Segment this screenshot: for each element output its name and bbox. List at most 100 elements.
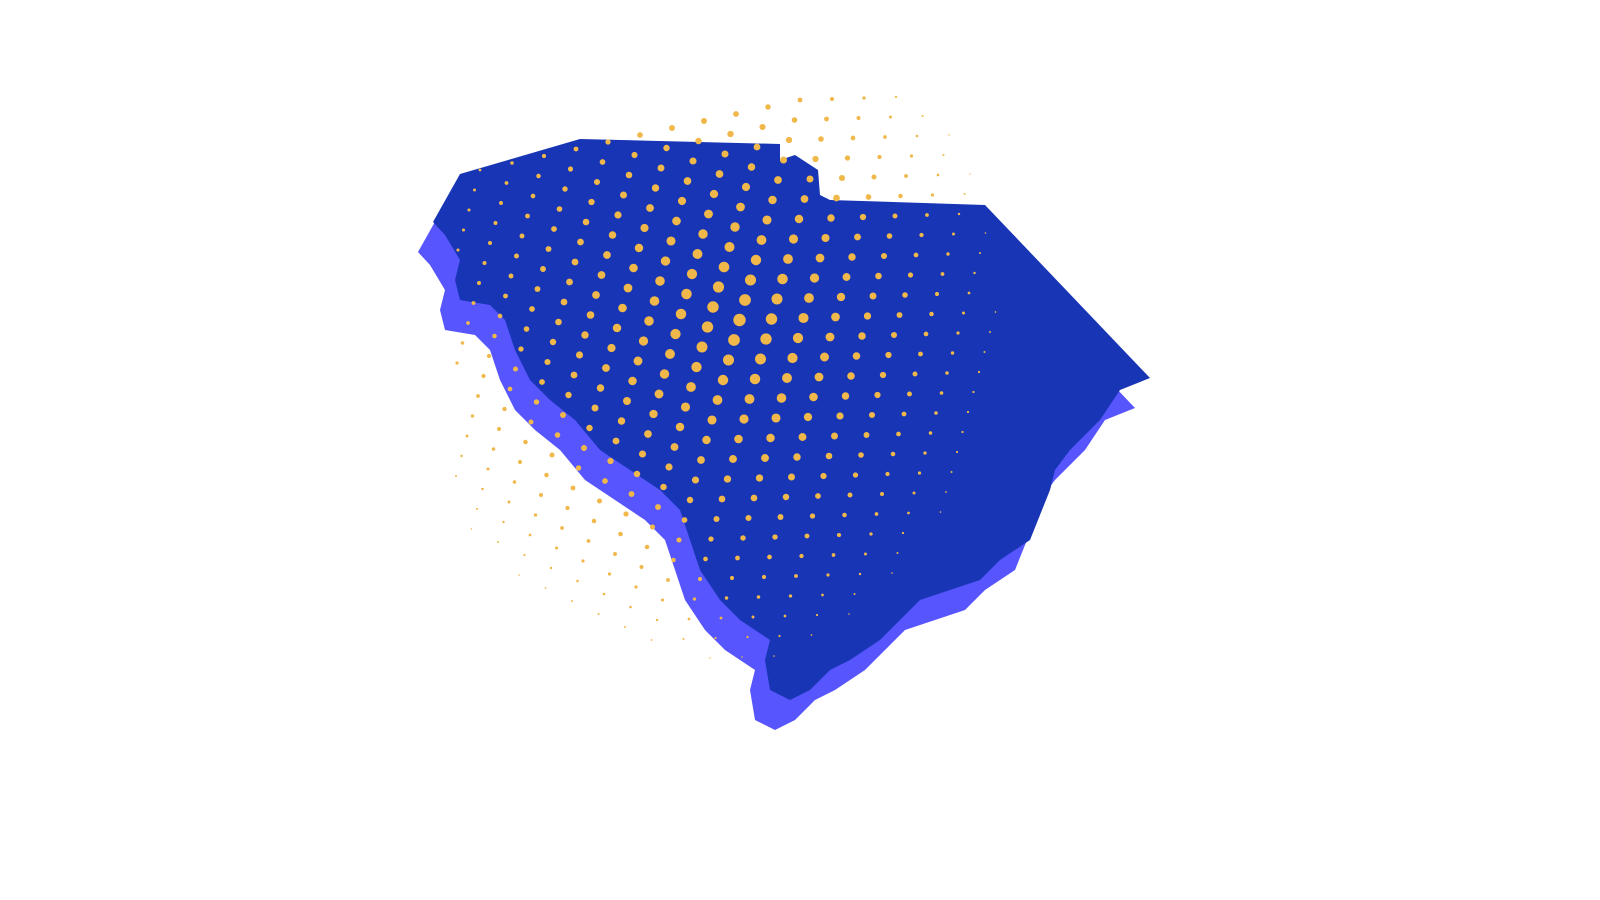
dot	[660, 256, 671, 266]
dot	[885, 351, 892, 359]
dot	[847, 372, 855, 380]
dot	[628, 376, 637, 386]
dot	[712, 281, 725, 293]
dot	[871, 174, 877, 180]
dot	[904, 174, 908, 178]
dot	[554, 546, 559, 550]
dot	[948, 134, 950, 136]
dot	[644, 430, 652, 438]
dot	[671, 557, 676, 563]
dot	[744, 394, 755, 404]
dot	[815, 253, 825, 263]
dot	[804, 533, 810, 539]
dot	[512, 366, 519, 372]
dot	[963, 193, 966, 195]
dot	[831, 432, 838, 440]
dot	[930, 193, 935, 197]
dot	[825, 452, 833, 460]
dot	[659, 369, 670, 379]
dot	[877, 154, 882, 160]
dot	[707, 301, 719, 313]
dot	[994, 311, 997, 313]
dot	[961, 311, 966, 315]
dot	[798, 433, 807, 441]
dot	[836, 412, 844, 420]
dot	[783, 614, 787, 618]
dot	[940, 272, 945, 276]
dot	[812, 155, 819, 163]
dot	[655, 618, 659, 622]
dot	[724, 596, 729, 600]
dot	[618, 303, 627, 313]
dot	[827, 214, 835, 222]
dot	[582, 218, 590, 226]
dot	[885, 471, 890, 477]
dot	[749, 373, 761, 385]
dot	[675, 422, 685, 432]
dot	[677, 196, 687, 206]
dot	[788, 594, 793, 598]
dot	[858, 452, 864, 458]
dot	[686, 496, 694, 504]
dot	[939, 511, 942, 513]
dot	[923, 451, 927, 455]
dot	[735, 555, 740, 561]
dot-pattern	[454, 95, 997, 659]
dot	[665, 349, 675, 359]
dot	[762, 215, 772, 225]
dot	[875, 272, 882, 280]
dot	[950, 351, 955, 355]
dot	[729, 455, 737, 463]
dot	[869, 532, 873, 536]
dot	[774, 176, 782, 184]
dot	[602, 364, 610, 372]
dot	[874, 512, 879, 516]
dot	[844, 155, 851, 161]
dot	[560, 298, 568, 306]
dot	[523, 439, 528, 445]
dot	[482, 260, 487, 266]
dot	[602, 478, 608, 484]
dot	[701, 118, 707, 124]
dot	[534, 286, 541, 292]
dot	[831, 553, 836, 557]
dot	[898, 193, 903, 199]
dot	[815, 493, 821, 499]
dot	[879, 371, 887, 379]
dot	[923, 331, 929, 337]
dot	[695, 137, 702, 145]
dot	[649, 409, 658, 419]
dot	[460, 341, 465, 345]
dot	[761, 454, 769, 462]
dot	[593, 178, 601, 186]
dot	[486, 467, 490, 471]
dot	[782, 493, 790, 501]
dot	[596, 384, 605, 392]
dot	[529, 306, 535, 312]
dot	[883, 135, 887, 139]
dot	[640, 223, 649, 233]
dot	[718, 495, 726, 503]
dot	[465, 434, 469, 438]
dot	[562, 186, 568, 192]
dot	[778, 634, 781, 638]
dot	[804, 293, 814, 303]
dot	[597, 613, 600, 615]
dot	[481, 487, 484, 491]
dot	[618, 531, 623, 537]
dot	[644, 544, 650, 550]
dot	[620, 191, 627, 199]
dot	[631, 151, 638, 159]
dot	[549, 338, 557, 346]
dot	[510, 161, 514, 165]
dot	[755, 353, 766, 365]
dot	[777, 273, 788, 285]
dot	[913, 252, 919, 258]
dot	[792, 332, 804, 344]
dot	[821, 593, 824, 597]
dot	[603, 251, 611, 259]
dot	[934, 291, 940, 297]
dot	[701, 321, 714, 333]
dot	[820, 352, 829, 362]
